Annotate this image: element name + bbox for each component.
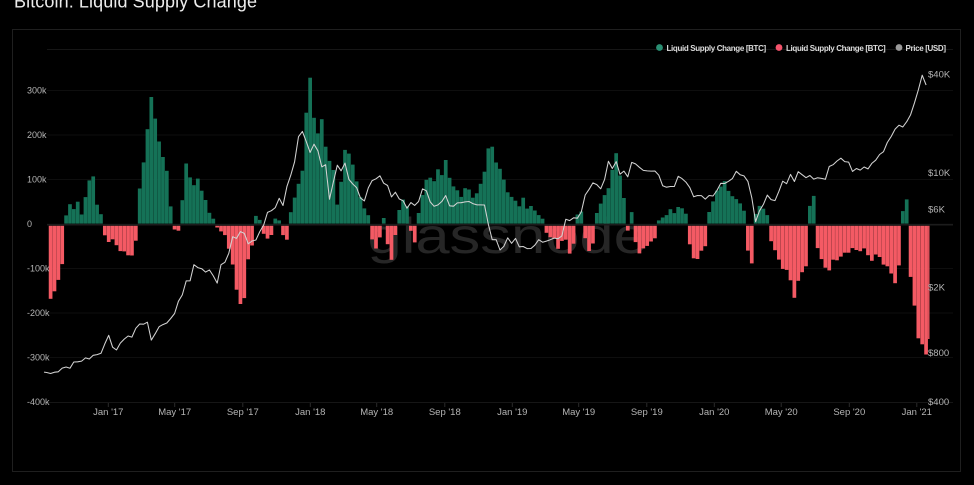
svg-text:Jan '19: Jan '19 [497,407,527,418]
svg-text:$2K: $2K [928,283,946,294]
svg-text:Sep '19: Sep '19 [631,407,663,418]
svg-text:May '17: May '17 [158,407,191,418]
svg-text:Price [USD]: Price [USD] [906,44,947,53]
svg-text:Bitcoin: Liquid Supply Change: Bitcoin: Liquid Supply Change [14,0,257,12]
svg-text:$10K: $10K [928,168,951,179]
svg-text:Liquid Supply Change [BTC]: Liquid Supply Change [BTC] [667,44,767,53]
svg-text:-200k: -200k [27,308,50,318]
svg-text:Sep '18: Sep '18 [429,407,461,418]
svg-text:$400: $400 [928,397,949,408]
svg-text:Jan '17: Jan '17 [93,407,123,418]
svg-text:-400k: -400k [27,397,50,407]
svg-text:200k: 200k [27,130,47,140]
svg-text:Jan '21: Jan '21 [902,407,932,418]
svg-text:Liquid Supply Change [BTC]: Liquid Supply Change [BTC] [786,44,886,53]
svg-text:Sep '17: Sep '17 [227,407,259,418]
svg-text:$40K: $40K [928,70,951,81]
svg-text:0: 0 [27,219,32,229]
svg-text:100k: 100k [27,175,47,185]
svg-text:May '19: May '19 [562,407,595,418]
svg-text:Sep '20: Sep '20 [833,407,865,418]
svg-text:Jan '18: Jan '18 [295,407,325,418]
svg-text:$6K: $6K [928,205,946,216]
svg-text:-300k: -300k [27,353,50,363]
svg-text:May '20: May '20 [765,407,798,418]
svg-text:-100k: -100k [27,264,50,274]
svg-text:300k: 300k [27,86,47,96]
svg-text:$800: $800 [928,348,949,359]
svg-text:May '18: May '18 [360,407,393,418]
svg-text:Jan '20: Jan '20 [699,407,729,418]
